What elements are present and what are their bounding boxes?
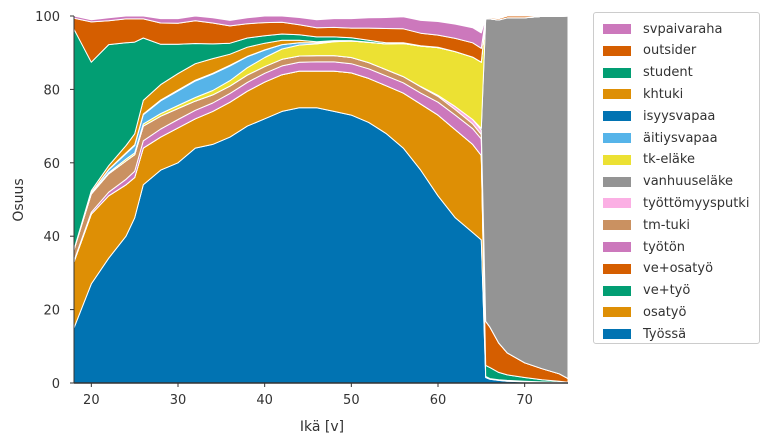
y-axis-label: Osuus bbox=[11, 178, 27, 221]
legend-label: vanhuuseläke bbox=[643, 174, 734, 190]
x-tick-label: 30 bbox=[170, 393, 187, 408]
legend-item: ve+työ bbox=[603, 283, 690, 299]
legend-label: student bbox=[643, 65, 693, 81]
legend-label: työtön bbox=[643, 239, 686, 255]
legend-label: tk-eläke bbox=[643, 152, 695, 168]
legend-swatch bbox=[603, 133, 631, 143]
legend-swatch bbox=[603, 176, 631, 187]
legend-label: isyysvapaa bbox=[643, 108, 716, 124]
area-layers bbox=[73, 15, 569, 384]
legend-label: khtuki bbox=[643, 86, 684, 102]
x-tick-label: 50 bbox=[343, 393, 360, 408]
legend-item: isyysvapaa bbox=[603, 108, 715, 124]
legend-swatch bbox=[603, 45, 631, 56]
axes bbox=[73, 16, 568, 384]
legend-swatch bbox=[603, 307, 631, 318]
legend-item: outsider bbox=[603, 43, 696, 59]
legend-item: äitiysvapaa bbox=[603, 130, 718, 146]
legend-label: tm-tuki bbox=[643, 217, 690, 233]
legend: svpaivaraha outsider student khtuki isyysvap… bbox=[593, 12, 760, 344]
legend-item: ve+osatyö bbox=[603, 261, 713, 277]
x-axis-label: Ikä [v] bbox=[300, 419, 344, 435]
y-tick-label: 40 bbox=[43, 230, 60, 245]
y-ticks: 0 20 40 60 80 100 bbox=[35, 10, 74, 392]
x-tick-label: 40 bbox=[256, 393, 273, 408]
legend-label: ve+osatyö bbox=[643, 261, 714, 277]
legend-item: työtön bbox=[603, 239, 685, 255]
legend-label: ve+työ bbox=[643, 283, 691, 299]
legend-label: työttömyysputki bbox=[643, 195, 750, 211]
legend-swatch bbox=[603, 263, 631, 274]
legend-swatch bbox=[603, 285, 631, 296]
legend-item: Työssä bbox=[603, 326, 686, 342]
x-tick-label: 60 bbox=[430, 393, 447, 408]
legend-swatch bbox=[603, 154, 631, 165]
legend-item: tm-tuki bbox=[603, 217, 690, 233]
legend-label: osatyö bbox=[643, 304, 687, 320]
legend-swatch bbox=[603, 67, 631, 78]
x-tick-label: 70 bbox=[516, 393, 533, 408]
legend-swatch bbox=[603, 242, 631, 252]
legend-item: svpaivaraha bbox=[603, 21, 722, 37]
legend-label: outsider bbox=[643, 43, 697, 59]
legend-item: vanhuuseläke bbox=[603, 174, 733, 190]
legend-label: Työssä bbox=[643, 326, 687, 342]
legend-swatch bbox=[603, 220, 631, 231]
y-tick-label: 0 bbox=[52, 377, 60, 392]
legend-item: osatyö bbox=[603, 304, 686, 320]
legend-label: svpaivaraha bbox=[643, 21, 723, 37]
y-tick-label: 20 bbox=[43, 304, 60, 319]
x-tick-label: 20 bbox=[83, 393, 100, 408]
legend-item: työttömyysputki bbox=[603, 195, 749, 211]
legend-swatch bbox=[603, 329, 631, 340]
area-svpaivaraha bbox=[73, 15, 569, 49]
legend-item: student bbox=[603, 65, 693, 81]
y-tick-label: 60 bbox=[43, 157, 60, 172]
legend-item: khtuki bbox=[603, 86, 683, 102]
y-tick-label: 100 bbox=[35, 10, 60, 25]
legend-swatch bbox=[603, 24, 631, 34]
legend-swatch bbox=[603, 198, 631, 209]
legend-label: äitiysvapaa bbox=[643, 130, 718, 146]
legend-swatch bbox=[603, 111, 631, 122]
y-tick-label: 80 bbox=[43, 83, 60, 98]
x-ticks: 20 30 40 50 60 70 bbox=[83, 383, 533, 408]
legend-swatch bbox=[603, 89, 631, 100]
legend-item: tk-eläke bbox=[603, 152, 695, 168]
